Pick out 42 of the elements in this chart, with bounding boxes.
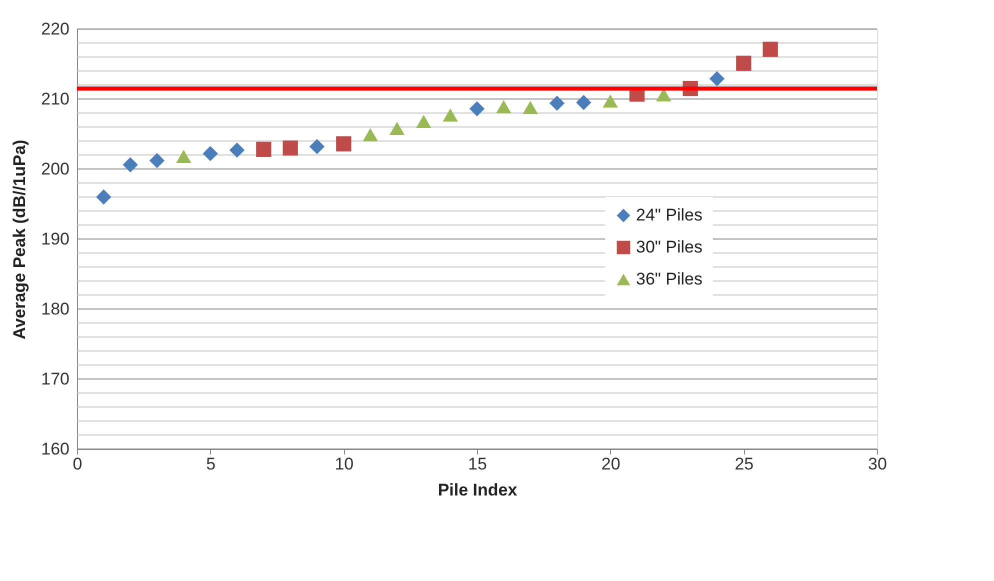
point [416, 114, 432, 128]
point [176, 150, 192, 163]
point [576, 94, 592, 110]
point [256, 142, 272, 157]
x-tick-label: 25 [734, 454, 754, 474]
legend-label: 24" Piles [636, 206, 703, 224]
point [709, 71, 725, 86]
legend-label: 30" Piles [636, 238, 703, 256]
point [389, 122, 405, 135]
point [282, 140, 298, 156]
point [496, 100, 512, 114]
point [122, 157, 138, 172]
y-tick-label: 210 [41, 90, 70, 108]
x-axis-title: Pile Index [438, 480, 518, 500]
y-tick-label: 170 [41, 370, 70, 388]
x-tick-label: 30 [868, 454, 887, 474]
x-tick-label: 10 [334, 454, 354, 474]
y-tick-label: 220 [41, 20, 70, 38]
point [522, 100, 538, 114]
legend-label: 36" Piles [636, 270, 703, 288]
y-tick-label: 200 [41, 160, 70, 178]
x-tick-label: 20 [601, 454, 620, 474]
x-tick-label: 0 [72, 454, 82, 474]
point [602, 94, 618, 108]
y-tick-label: 180 [41, 300, 70, 318]
y-tick-label: 160 [41, 440, 70, 458]
point [336, 136, 352, 152]
point [736, 56, 752, 71]
point [149, 153, 165, 168]
point [96, 189, 112, 205]
point [202, 146, 218, 162]
point [362, 128, 378, 142]
y-tick-label: 190 [41, 230, 70, 248]
point [762, 42, 778, 57]
point [469, 101, 485, 116]
point [309, 139, 325, 154]
x-tick-label: 15 [468, 454, 487, 474]
point [442, 108, 458, 122]
x-tick-label: 5 [206, 454, 216, 474]
point [549, 96, 565, 111]
point [229, 142, 245, 158]
y-axis-title: Average Peak (dB//1uPa) [10, 140, 30, 340]
